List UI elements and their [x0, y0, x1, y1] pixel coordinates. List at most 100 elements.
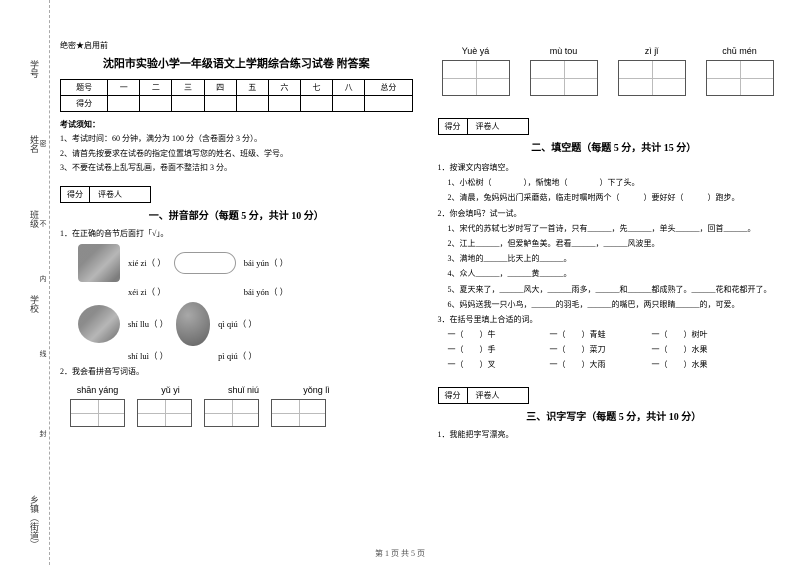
writebox	[137, 399, 192, 427]
th: 四	[204, 80, 236, 96]
pinyin: shān yáng	[70, 385, 125, 395]
writebox-row	[442, 60, 791, 96]
th: 一	[108, 80, 140, 96]
page-footer: 第 1 页 共 5 页	[0, 548, 800, 559]
option: shí luì（ ）	[128, 350, 168, 362]
question-text: 1．在正确的音节后面打「√」。	[60, 228, 413, 241]
pinyin: mù tou	[530, 46, 598, 56]
question-text: 2．你会填吗？试一试。	[438, 206, 791, 221]
option: xéi zi（ ）	[128, 286, 166, 298]
scorebox: 得分 评卷人	[438, 118, 529, 135]
opt: 一（ ）叉	[448, 357, 548, 372]
pinyin: zì jǐ	[618, 46, 686, 56]
seal-char: 线	[38, 350, 48, 357]
fill-item: 2、清晨，兔妈妈出门采蘑菇，临走时嘱咐两个（ ）要好好（ ）跑步。	[448, 190, 791, 205]
writebox	[204, 399, 259, 427]
fill-section: 1．按课文内容填空。 1、小松树（ ），惭愧地（ ）下了头。 2、清晨，兔妈妈出…	[438, 160, 791, 373]
seal-char: 封	[38, 430, 48, 437]
fill-item: 3、满地的______比天上的______。	[448, 251, 791, 266]
pinyin: shuǐ niú	[216, 385, 271, 395]
balloon-icon	[176, 302, 210, 346]
boots-icon	[78, 244, 120, 282]
binding-label: 乡镇（街道）	[28, 495, 41, 549]
fill-item: 1、宋代的苏轼七岁时写了一首诗，只有______，先______，单头_____…	[448, 221, 791, 236]
scorebox-label: 评卷人	[470, 388, 528, 403]
pinyin-labels: shān yáng yǔ yi shuǐ niú yǒng lì	[70, 385, 413, 395]
scorebox-label: 得分	[439, 119, 468, 134]
opt: 一（ ）大雨	[550, 357, 650, 372]
scorebox: 得分 评卷人	[438, 387, 529, 404]
exam-title: 沈阳市实验小学一年级语文上学期综合练习试卷 附答案	[60, 55, 413, 71]
section-title: 一、拼音部分（每题 5 分，共计 10 分）	[60, 207, 413, 222]
opt: 一（ ）牛	[448, 327, 548, 342]
pinyin: yǔ yi	[143, 385, 198, 395]
score-table: 题号 一 二 三 四 五 六 七 八 总分 得分	[60, 79, 413, 112]
writebox	[271, 399, 326, 427]
question-text: 1．按课文内容填空。	[438, 160, 791, 175]
scorebox-label: 评卷人	[470, 119, 528, 134]
option: pì qiú（ ）	[218, 350, 257, 362]
option: bái yón（ ）	[244, 286, 288, 298]
th: 八	[333, 80, 365, 96]
cloud-icon	[174, 252, 236, 274]
opt-row: 一（ ）牛 一（ ）青蛙 一（ ）树叶	[448, 327, 791, 342]
th: 五	[236, 80, 268, 96]
option: bái yún（ ）	[244, 257, 288, 269]
fill-item: 2、江上______，但爱鲈鱼美。君看______，______风波里。	[448, 236, 791, 251]
binding-label: 学校	[28, 295, 41, 313]
fill-item: 4、众人______，______黄______。	[448, 266, 791, 281]
writebox	[706, 60, 774, 96]
seal-char: 内	[38, 275, 48, 282]
th: 二	[140, 80, 172, 96]
seal-char: 密	[38, 140, 48, 147]
pinyin-row: shí luì（ ） pì qiú（ ）	[128, 350, 413, 362]
instr-item: 1、考试时间：60 分钟，满分为 100 分（含卷面分 3 分）。	[60, 132, 413, 146]
option: qì qiú（ ）	[218, 318, 257, 330]
binding-edge: 学号 姓名 班级 学校 乡镇（街道） 密 不 内 线 封	[0, 0, 50, 565]
page-content: 绝密★启用前 沈阳市实验小学一年级语文上学期综合练习试卷 附答案 题号 一 二 …	[60, 40, 790, 545]
seal-char: 不	[38, 220, 48, 227]
writebox	[530, 60, 598, 96]
opt-row: 一（ ）手 一（ ）菜刀 一（ ）水果	[448, 342, 791, 357]
writebox	[618, 60, 686, 96]
section-title: 三、识字写字（每题 5 分，共计 10 分）	[438, 408, 791, 423]
option: shí llu（ ）	[128, 318, 168, 330]
td: 得分	[61, 96, 108, 112]
writebox-row	[70, 399, 413, 427]
fill-item: 5、夏天来了，______风大，______雨多，______和______都成…	[448, 282, 791, 297]
scorebox-label: 评卷人	[92, 187, 150, 202]
instructions: 考试须知： 1、考试时间：60 分钟，满分为 100 分（含卷面分 3 分）。 …	[60, 118, 413, 176]
right-column: Yuè yá mù tou zì jǐ chū mén 得分 评卷人 二、填空题…	[438, 40, 791, 545]
opt: 一（ ）水果	[652, 357, 752, 372]
opt: 一（ ）手	[448, 342, 548, 357]
opt: 一（ ）树叶	[652, 327, 752, 342]
scorebox-label: 得分	[61, 187, 90, 202]
opt-row: 一（ ）叉 一（ ）大雨 一（ ）水果	[448, 357, 791, 372]
pomegranate-icon	[78, 305, 120, 343]
scorebox: 得分 评卷人	[60, 186, 151, 203]
pinyin-image-row: shí llu（ ） qì qiú（ ）	[78, 302, 413, 346]
th: 题号	[61, 80, 108, 96]
th: 三	[172, 80, 204, 96]
fill-item: 6、妈妈送我一只小鸟，______的羽毛，______的嘴巴，两只眼睛_____…	[448, 297, 791, 312]
left-column: 绝密★启用前 沈阳市实验小学一年级语文上学期综合练习试卷 附答案 题号 一 二 …	[60, 40, 413, 545]
opt: 一（ ）菜刀	[550, 342, 650, 357]
th: 总分	[365, 80, 412, 96]
question-text: 3．在括号里填上合适的词。	[438, 312, 791, 327]
opt: 一（ ）青蛙	[550, 327, 650, 342]
question-text: 1．我能把字写漂亮。	[438, 429, 791, 442]
th: 七	[300, 80, 332, 96]
scorebox-label: 得分	[439, 388, 468, 403]
pinyin: chū mén	[706, 46, 774, 56]
question-text: 2．我会看拼音写词语。	[60, 366, 413, 379]
pinyin-image-row: xié zi（ ） bái yún（ ）	[78, 244, 413, 282]
writebox	[70, 399, 125, 427]
fill-item: 1、小松树（ ），惭愧地（ ）下了头。	[448, 175, 791, 190]
pinyin: yǒng lì	[289, 385, 344, 395]
instr-item: 2、请首先按要求在试卷的指定位置填写您的姓名、班级、学号。	[60, 147, 413, 161]
pinyin: Yuè yá	[442, 46, 510, 56]
th: 六	[268, 80, 300, 96]
instr-head: 考试须知：	[60, 118, 413, 132]
option: xié zi（ ）	[128, 257, 166, 269]
opt: 一（ ）水果	[652, 342, 752, 357]
